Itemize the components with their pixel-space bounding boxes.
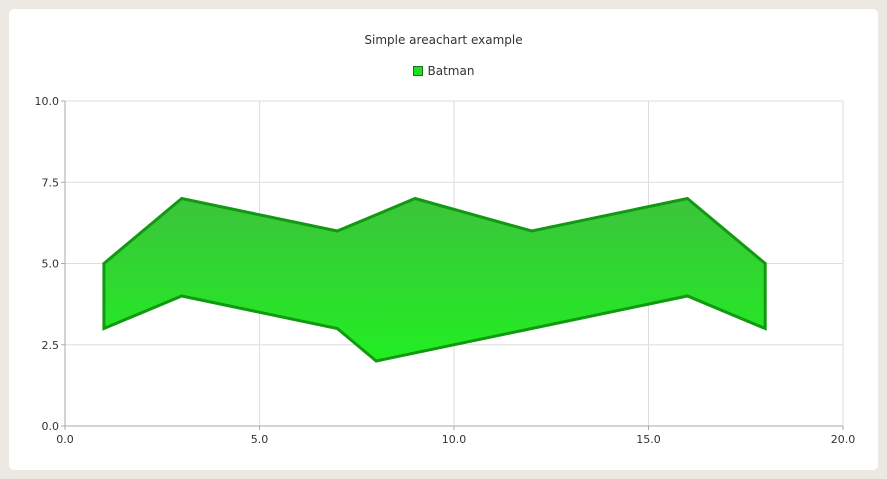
x-tick-label: 20.0: [831, 433, 856, 446]
chart-legend: Batman: [0, 64, 887, 78]
x-tick-label: 0.0: [56, 433, 74, 446]
y-tick-label: 10.0: [35, 95, 60, 108]
x-tick-label: 15.0: [636, 433, 661, 446]
y-tick-label: 7.5: [42, 176, 60, 189]
axes: [61, 100, 844, 430]
tick-labels: 0.0 5.0 10.0 15.0 20.0 0.0 2.5 5.0 7.5 10.0: [35, 95, 856, 446]
x-tick-label: 10.0: [442, 433, 467, 446]
series-layer: [102, 196, 767, 363]
legend-label-batman: Batman: [427, 64, 475, 78]
y-tick-label: 2.5: [42, 339, 60, 352]
area-series-batman: [102, 196, 767, 363]
x-tick-label: 5.0: [251, 433, 269, 446]
chart-title: Simple areachart example: [364, 33, 523, 47]
legend-swatch-batman: [412, 66, 423, 76]
y-tick-label: 5.0: [42, 258, 60, 271]
y-tick-label: 0.0: [42, 420, 60, 433]
